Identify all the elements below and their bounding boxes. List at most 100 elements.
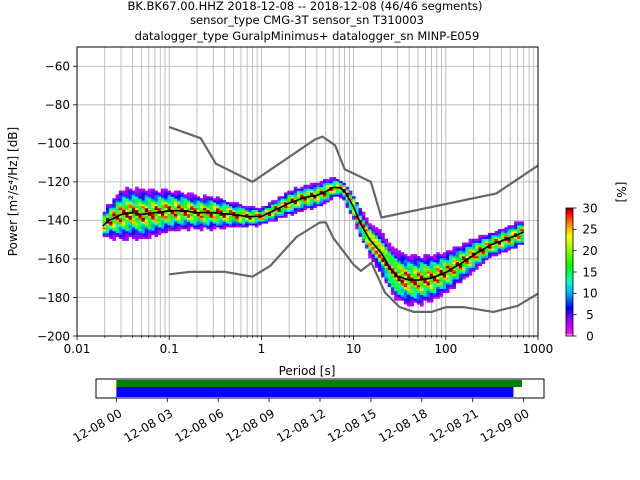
high-noise-model-line <box>168 125 538 219</box>
histogram-cell <box>390 273 395 276</box>
psd-plot-frame <box>76 46 539 337</box>
histogram-cell <box>180 219 184 222</box>
histogram-cell <box>167 215 172 218</box>
histogram-cell <box>403 279 408 282</box>
histogram-cell <box>462 269 466 272</box>
histogram-cell <box>203 219 207 222</box>
histogram-cell <box>280 207 285 211</box>
histogram-cell <box>517 240 521 243</box>
histogram-cell <box>355 211 359 214</box>
histogram-cell <box>471 240 476 243</box>
histogram-cell <box>122 236 126 240</box>
histogram-cell <box>170 223 175 226</box>
histogram-cell <box>426 261 431 265</box>
histogram-cell <box>335 188 340 191</box>
histogram-cell <box>280 211 285 214</box>
histogram-cell <box>170 207 175 211</box>
histogram-cell <box>390 254 395 257</box>
histogram-cell <box>322 196 327 199</box>
histogram-cell <box>131 198 136 201</box>
histogram-cell <box>452 279 457 282</box>
histogram-cell <box>287 192 291 195</box>
histogram-cell <box>387 261 392 265</box>
histogram-cell <box>300 188 304 191</box>
histogram-cell <box>403 298 408 301</box>
histogram-cell <box>394 263 398 266</box>
histogram-cell <box>229 219 233 222</box>
histogram-cell <box>410 294 414 297</box>
histogram-cell <box>219 213 223 216</box>
histogram-cell <box>433 259 437 263</box>
histogram-cell <box>118 200 123 203</box>
histogram-cell <box>397 263 401 266</box>
histogram-cell <box>377 252 382 255</box>
x-tick-label: 1 <box>258 342 266 356</box>
histogram-cell <box>458 275 463 278</box>
histogram-cell <box>199 213 204 216</box>
histogram-cell <box>319 202 324 205</box>
histogram-cell <box>426 294 431 297</box>
histogram-cell <box>452 283 457 286</box>
histogram-cell <box>407 261 411 265</box>
histogram-cell <box>206 217 210 220</box>
histogram-cell <box>109 207 113 211</box>
histogram-cell <box>465 254 469 257</box>
histogram-cell <box>180 202 184 205</box>
histogram-cell <box>342 196 346 199</box>
histogram-cell <box>501 232 505 236</box>
histogram-cell <box>248 219 252 222</box>
histogram-cell <box>199 229 204 232</box>
histogram-cell <box>371 232 376 236</box>
histogram-cell <box>433 281 437 284</box>
histogram-cell <box>429 279 434 282</box>
histogram-cell <box>160 207 165 211</box>
histogram-cell <box>125 225 129 228</box>
histogram-cell <box>504 234 508 238</box>
histogram-cell <box>484 244 489 247</box>
histogram-cell <box>507 229 512 232</box>
histogram-cell <box>491 254 495 257</box>
histogram-cell <box>462 256 466 259</box>
histogram-cell <box>452 263 457 266</box>
histogram-cell <box>167 211 172 214</box>
histogram-cell <box>293 198 298 201</box>
histogram-cell <box>442 284 447 288</box>
histogram-cell <box>471 259 476 263</box>
histogram-cell <box>455 252 460 255</box>
histogram-cell <box>219 221 223 224</box>
histogram-cell <box>326 184 330 187</box>
histogram-cell <box>125 230 129 234</box>
histogram-cell <box>507 242 512 245</box>
histogram-cell <box>196 217 201 220</box>
histogram-cell <box>212 219 217 222</box>
histogram-cell <box>445 267 450 270</box>
histogram-cell <box>261 207 265 211</box>
histogram-cell <box>420 288 424 292</box>
histogram-cell <box>128 207 133 211</box>
histogram-cell <box>157 221 162 224</box>
histogram-cell <box>455 277 460 280</box>
histogram-cell <box>258 219 262 222</box>
histogram-cell <box>164 225 168 228</box>
histogram-cell <box>118 204 123 207</box>
histogram-cell <box>455 275 460 278</box>
histogram-cell <box>384 267 388 270</box>
histogram-cell <box>209 204 214 207</box>
histogram-cell <box>206 227 210 230</box>
histogram-cell <box>157 202 162 205</box>
histogram-cell <box>183 194 188 197</box>
histogram-cell <box>403 265 408 268</box>
histogram-cell <box>148 209 152 213</box>
histogram-cell <box>452 257 457 261</box>
histogram-cell <box>261 213 265 216</box>
histogram-cell <box>352 196 356 199</box>
histogram-cell <box>235 211 240 214</box>
histogram-cell <box>426 254 431 257</box>
histogram-cell <box>394 292 398 295</box>
histogram-cell <box>484 238 489 241</box>
histogram-cell <box>151 207 155 211</box>
histogram-cell <box>115 205 120 209</box>
histogram-cell <box>196 196 201 199</box>
histogram-cell <box>368 246 372 249</box>
histogram-cell <box>303 202 308 205</box>
